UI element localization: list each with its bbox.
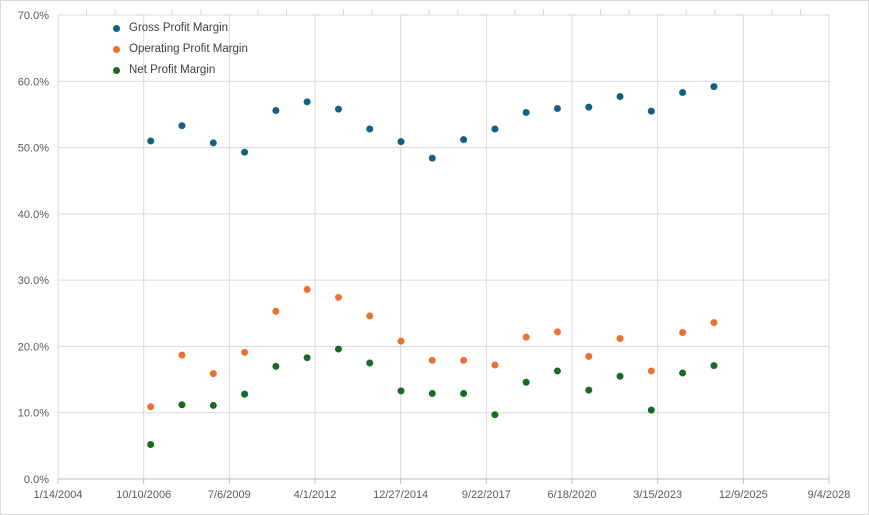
legend-marker-gross-icon: [113, 24, 120, 32]
data-point-net-profit-margin[interactable]: [428, 389, 436, 397]
data-point-operating-profit-margin[interactable]: [147, 403, 155, 411]
data-point-gross-profit-margin[interactable]: [272, 106, 280, 114]
data-point-net-profit-margin[interactable]: [397, 387, 405, 395]
data-point-net-profit-margin[interactable]: [147, 441, 155, 449]
legend-marker-net-icon: [113, 66, 120, 74]
data-point-gross-profit-margin[interactable]: [334, 105, 342, 113]
y-tick-label: 0.0%: [24, 474, 49, 486]
x-tick-label: 7/6/2009: [208, 489, 251, 501]
legend-item-net-profit-margin[interactable]: Net Profit Margin: [113, 63, 248, 77]
data-point-net-profit-margin[interactable]: [303, 354, 311, 362]
data-point-net-profit-margin[interactable]: [553, 367, 561, 375]
data-point-net-profit-margin[interactable]: [522, 378, 530, 386]
data-point-gross-profit-margin[interactable]: [241, 148, 249, 156]
data-point-net-profit-margin[interactable]: [241, 390, 249, 398]
x-tick-label: 12/9/2025: [719, 489, 768, 501]
data-point-gross-profit-margin[interactable]: [303, 98, 311, 106]
data-point-gross-profit-margin[interactable]: [178, 122, 186, 130]
data-point-net-profit-margin[interactable]: [209, 401, 217, 409]
x-tick-label: 9/22/2017: [462, 489, 511, 501]
data-point-net-profit-margin[interactable]: [679, 369, 687, 377]
data-point-net-profit-margin[interactable]: [178, 401, 186, 409]
y-tick-label: 50.0%: [18, 143, 49, 155]
x-tick-label: 3/15/2023: [633, 489, 682, 501]
y-tick-label: 60.0%: [18, 76, 49, 88]
data-point-gross-profit-margin[interactable]: [616, 93, 624, 101]
data-point-operating-profit-margin[interactable]: [178, 351, 186, 359]
x-tick-label: 6/18/2020: [548, 489, 597, 501]
data-point-operating-profit-margin[interactable]: [553, 328, 561, 336]
legend-label-operating: Operating Profit Margin: [129, 43, 248, 55]
data-point-gross-profit-margin[interactable]: [647, 107, 655, 115]
data-point-operating-profit-margin[interactable]: [585, 352, 593, 360]
data-point-gross-profit-margin[interactable]: [679, 89, 687, 97]
data-point-gross-profit-margin[interactable]: [522, 108, 530, 116]
y-tick-label: 20.0%: [18, 341, 49, 353]
data-point-gross-profit-margin[interactable]: [366, 125, 374, 133]
data-point-operating-profit-margin[interactable]: [209, 370, 217, 378]
data-point-operating-profit-margin[interactable]: [491, 361, 499, 369]
data-point-gross-profit-margin[interactable]: [209, 139, 217, 147]
legend-label-net: Net Profit Margin: [129, 64, 216, 76]
data-point-operating-profit-margin[interactable]: [616, 334, 624, 342]
data-point-gross-profit-margin[interactable]: [428, 154, 436, 162]
data-point-gross-profit-margin[interactable]: [147, 137, 155, 145]
data-point-net-profit-margin[interactable]: [491, 411, 499, 419]
x-tick-label: 9/4/2028: [808, 489, 851, 501]
x-tick-label: 4/1/2012: [294, 489, 337, 501]
y-tick-label: 10.0%: [18, 408, 49, 420]
data-point-operating-profit-margin[interactable]: [428, 356, 436, 364]
data-point-operating-profit-margin[interactable]: [460, 356, 468, 364]
data-point-net-profit-margin[interactable]: [334, 345, 342, 353]
data-point-net-profit-margin[interactable]: [272, 362, 280, 370]
legend-item-gross-profit-margin[interactable]: Gross Profit Margin: [113, 21, 248, 35]
data-point-operating-profit-margin[interactable]: [272, 307, 280, 315]
data-point-net-profit-margin[interactable]: [460, 389, 468, 397]
data-point-net-profit-margin[interactable]: [616, 372, 624, 380]
data-point-operating-profit-margin[interactable]: [303, 285, 311, 293]
x-tick-label: 12/27/2014: [373, 489, 428, 501]
data-point-net-profit-margin[interactable]: [647, 406, 655, 414]
data-point-net-profit-margin[interactable]: [710, 362, 718, 370]
data-point-operating-profit-margin[interactable]: [241, 348, 249, 356]
legend-item-operating-profit-margin[interactable]: Operating Profit Margin: [113, 42, 248, 56]
y-tick-label: 40.0%: [18, 209, 49, 221]
data-point-gross-profit-margin[interactable]: [491, 125, 499, 133]
data-point-gross-profit-margin[interactable]: [585, 103, 593, 111]
data-point-gross-profit-margin[interactable]: [553, 104, 561, 112]
x-tick-label: 1/14/2004: [34, 489, 83, 501]
data-point-operating-profit-margin[interactable]: [366, 312, 374, 320]
data-point-gross-profit-margin[interactable]: [460, 136, 468, 144]
data-point-operating-profit-margin[interactable]: [647, 367, 655, 375]
y-tick-label: 30.0%: [18, 275, 49, 287]
legend-label-gross: Gross Profit Margin: [129, 22, 229, 34]
legend: Gross Profit Margin Operating Profit Mar…: [113, 21, 248, 77]
y-tick-label: 70.0%: [18, 10, 49, 22]
data-point-operating-profit-margin[interactable]: [679, 329, 687, 337]
data-point-gross-profit-margin[interactable]: [397, 138, 405, 146]
data-point-net-profit-margin[interactable]: [585, 386, 593, 394]
data-point-operating-profit-margin[interactable]: [397, 337, 405, 345]
data-point-operating-profit-margin[interactable]: [710, 319, 718, 327]
legend-marker-operating-icon: [113, 45, 120, 53]
data-point-operating-profit-margin[interactable]: [334, 293, 342, 301]
data-point-operating-profit-margin[interactable]: [522, 333, 530, 341]
x-tick-label: 10/10/2006: [116, 489, 171, 501]
data-point-net-profit-margin[interactable]: [366, 359, 374, 367]
data-point-gross-profit-margin[interactable]: [710, 83, 718, 91]
